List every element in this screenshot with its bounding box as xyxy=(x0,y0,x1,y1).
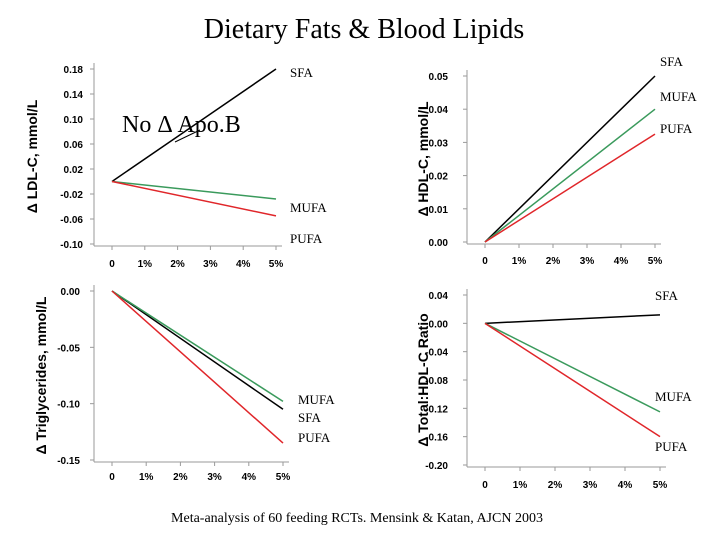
x-tick-label: 0 xyxy=(482,480,488,491)
x-tick-label: 5% xyxy=(269,259,284,270)
chart-hdl: 0.05 0.04 0.03 0.02 0.01 0.00 0 1% 2% 3% 4% 5% Δ HDL… xyxy=(415,54,697,267)
x-tick-label: 2% xyxy=(173,472,188,483)
y-tick-label: 0.01 xyxy=(429,205,449,216)
y-tick-label: 0.00 xyxy=(61,287,81,298)
callout-pointer xyxy=(174,129,201,143)
x-tick-label: 3% xyxy=(203,259,218,270)
y-axis-title: Δ LDL-C, mmol/L xyxy=(24,99,40,213)
y-tick-label: 0.06 xyxy=(64,140,84,151)
y-tick-label: -0.02 xyxy=(60,190,83,201)
y-axis-title: Δ HDL-C, mmol/L xyxy=(415,101,431,217)
y-tick-label: 0.02 xyxy=(429,172,449,183)
y-tick-label: 0.04 xyxy=(429,105,449,116)
series-label-sfa: SFA xyxy=(298,410,321,425)
series-line-mufa xyxy=(111,180,277,200)
series-line-sfa xyxy=(484,75,656,243)
x-tick-label: 0 xyxy=(482,256,488,267)
series-label-pufa: PUFA xyxy=(660,121,693,136)
x-tick-label: 5% xyxy=(653,480,668,491)
series-line-mufa xyxy=(484,322,661,413)
x-tick-label: 2% xyxy=(548,480,563,491)
series-label-sfa: SFA xyxy=(655,288,678,303)
x-tick-label: 0 xyxy=(109,259,115,270)
x-tick-label: 4% xyxy=(614,256,629,267)
y-tick-label: -0.20 xyxy=(425,461,448,472)
y-tick-label: 0.18 xyxy=(64,65,84,76)
series-line-sfa xyxy=(111,68,277,183)
series-label-mufa: MUFA xyxy=(660,89,697,104)
y-tick-label: -0.16 xyxy=(425,433,448,444)
x-tick-label: 3% xyxy=(207,472,222,483)
y-tick-label: -0.10 xyxy=(60,240,83,251)
y-axis-title: Δ Triglycerides, mmol/L xyxy=(33,296,49,454)
x-tick-label: 5% xyxy=(276,472,291,483)
chart-tg: 0.00 -0.05 -0.10 -0.15 0 1% 2% 3% 4% 5% Δ Triglyce… xyxy=(33,285,335,483)
series-line-pufa xyxy=(111,180,277,217)
series-label-mufa: MUFA xyxy=(290,200,327,215)
y-axis-title: Δ Total:HDL-C Ratio xyxy=(415,313,431,446)
x-tick-label: 5% xyxy=(648,256,663,267)
series-line-pufa xyxy=(111,290,284,444)
x-tick-label: 4% xyxy=(242,472,257,483)
chart-ldl: 0.18 0.14 0.10 0.06 0.02 -0.02 -0.06 -0.10 0 1% 2%… xyxy=(24,63,327,270)
x-tick-label: 0 xyxy=(109,472,115,483)
y-tick-label: -0.08 xyxy=(425,376,448,387)
x-tick-label: 3% xyxy=(580,256,595,267)
series-line-pufa xyxy=(484,322,661,438)
y-tick-label: -0.04 xyxy=(425,348,448,359)
x-tick-label: 1% xyxy=(138,259,153,270)
x-tick-label: 4% xyxy=(618,480,633,491)
y-tick-label: 0.05 xyxy=(429,72,449,83)
x-tick-label: 1% xyxy=(513,480,528,491)
series-label-sfa: SFA xyxy=(290,65,313,80)
series-label-pufa: PUFA xyxy=(655,439,688,454)
series-label-mufa: MUFA xyxy=(298,392,335,407)
chart-panels: 0.18 0.14 0.10 0.06 0.02 -0.02 -0.06 -0.10 0 1% 2%… xyxy=(24,54,697,491)
series-label-mufa: MUFA xyxy=(655,389,692,404)
series-line-sfa xyxy=(111,290,284,410)
y-tick-label: 0.03 xyxy=(429,138,449,149)
y-tick-label: 0.00 xyxy=(429,238,449,249)
x-tick-label: 3% xyxy=(583,480,598,491)
series-line-pufa xyxy=(484,133,656,243)
y-tick-label: -0.15 xyxy=(57,456,80,467)
y-tick-label: 0.04 xyxy=(429,291,449,302)
series-label-pufa: PUFA xyxy=(298,430,331,445)
series-label-pufa: PUFA xyxy=(290,231,323,246)
y-tick-label: -0.06 xyxy=(60,215,83,226)
y-tick-label: 0.00 xyxy=(429,319,449,330)
y-tick-label: -0.10 xyxy=(57,400,80,411)
x-tick-label: 1% xyxy=(139,472,154,483)
y-tick-label: 0.14 xyxy=(64,90,84,101)
series-line-sfa xyxy=(484,314,661,325)
y-tick-label: 0.02 xyxy=(64,165,84,176)
y-tick-label: -0.05 xyxy=(57,343,80,354)
x-tick-label: 1% xyxy=(512,256,527,267)
slide-title: Dietary Fats & Blood Lipids xyxy=(204,14,524,45)
x-tick-label: 2% xyxy=(546,256,561,267)
series-line-mufa xyxy=(484,108,656,243)
x-tick-label: 4% xyxy=(236,259,251,270)
y-tick-label: -0.12 xyxy=(425,404,448,415)
series-label-sfa: SFA xyxy=(660,54,683,69)
series-line-mufa xyxy=(111,290,284,403)
x-tick-label: 2% xyxy=(170,259,185,270)
y-tick-label: 0.10 xyxy=(64,115,84,126)
slide-footer: Meta-analysis of 60 feeding RCTs. Mensin… xyxy=(171,511,543,526)
chart-ratio: 0.04 0.00 -0.04 -0.08 -0.12 -0.16 -0.20 0 1% 2% 3%… xyxy=(415,288,692,491)
